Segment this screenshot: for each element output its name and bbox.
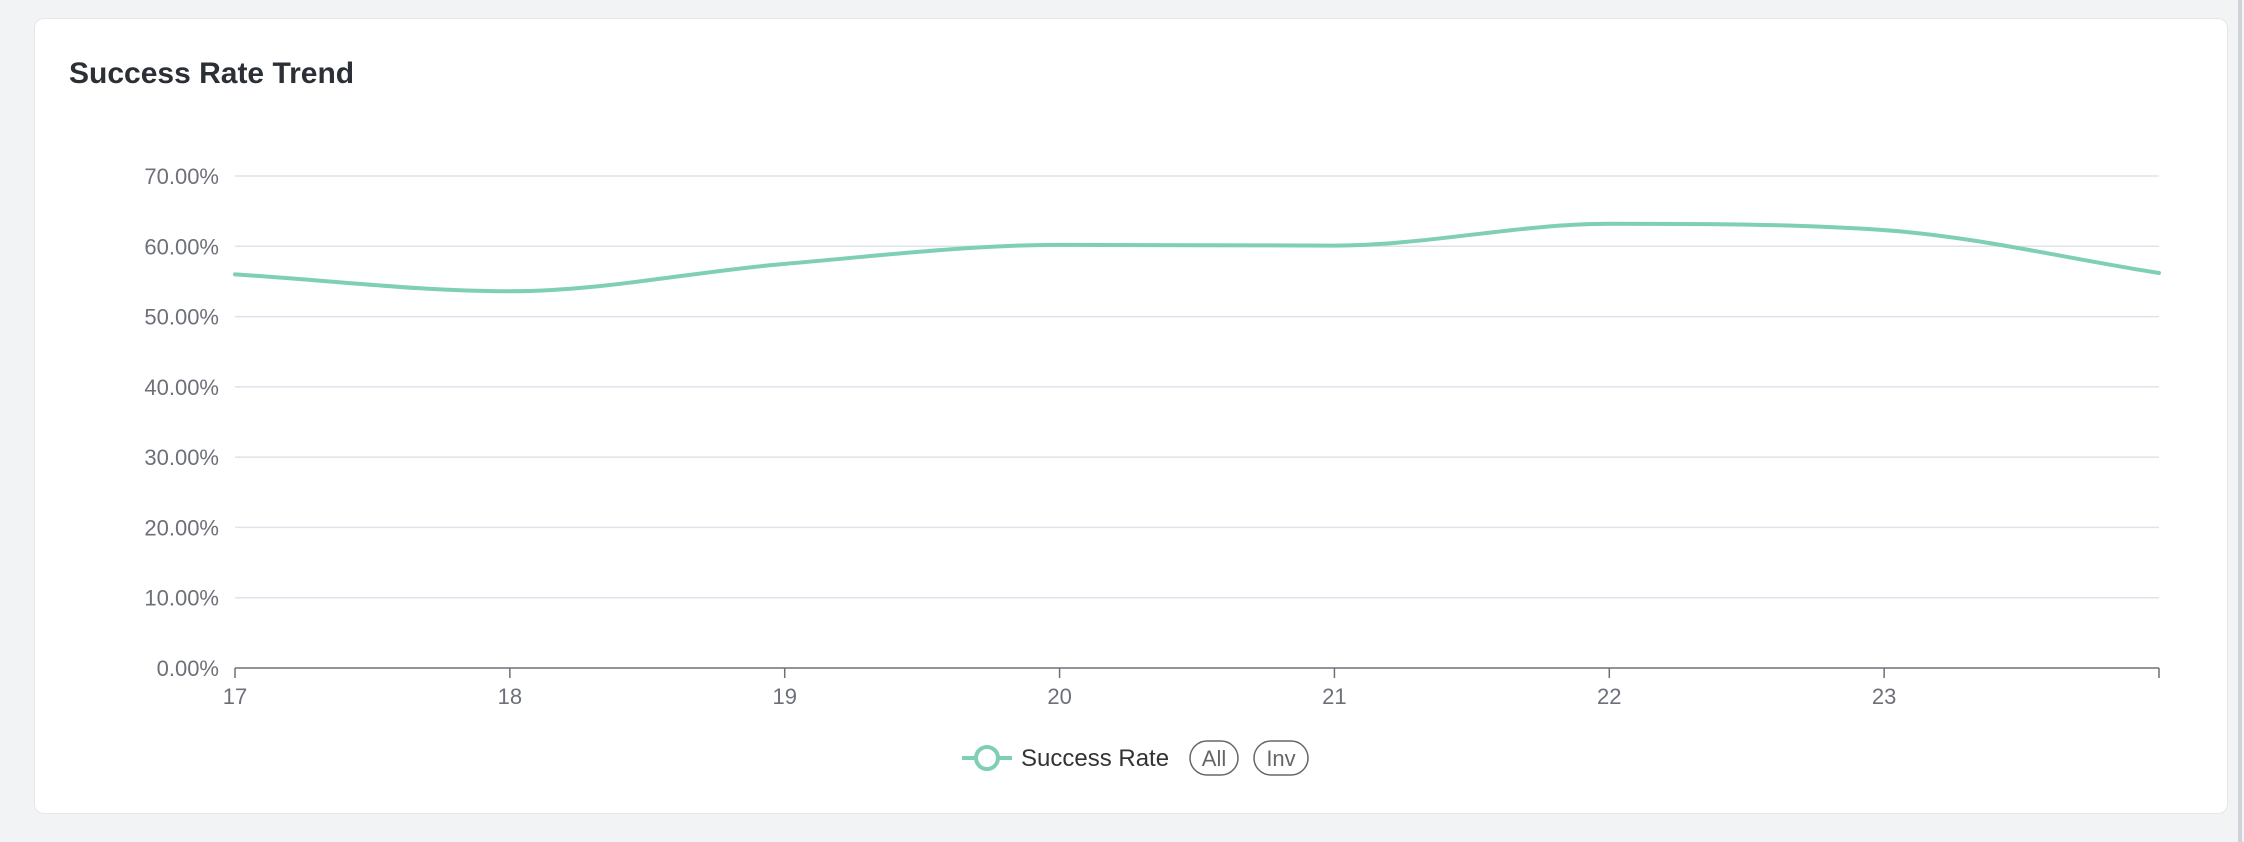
y-tick-label: 20.00% [144,515,219,540]
legend-inverse-button-label: Inv [1266,746,1295,771]
legend-select-all-button-outline [1189,740,1239,776]
legend-inverse-button-outline [1253,740,1309,776]
y-tick-label: 60.00% [144,234,219,259]
window-edge [2238,0,2242,842]
series-layer [233,221,2161,294]
legend-inverse-button[interactable]: Inv [1253,740,1309,776]
series-line-success-rate [233,221,2161,294]
chart-card: Success Rate Trend [34,18,2228,814]
x-tick-label: 17 [223,684,247,709]
legend-circle-icon [974,745,1000,771]
legend-item-success-rate[interactable]: Success Rate [962,745,1169,772]
y-axis-labels: 0.00% 10.00% 20.00% 30.00% 40.00% 50.00% 60.00… [144,164,219,681]
legend-label: Success Rate [1021,745,1169,772]
y-tick-label: 30.00% [144,445,219,470]
grid-lines [235,175,2159,599]
y-tick-label: 10.00% [144,586,219,611]
card-title: Success Rate Trend [69,57,355,90]
x-tick-label: 19 [772,684,796,709]
y-tick-label: 0.00% [157,656,219,681]
y-tick-label: 70.00% [144,164,219,189]
x-tick-label: 21 [1322,684,1346,709]
x-axis: 17 18 19 20 21 22 23 [223,667,2160,709]
y-tick-label: 50.00% [144,305,219,330]
legend: Success Rate All Inv [962,740,1309,776]
y-tick-label: 40.00% [144,375,219,400]
x-tick-label: 22 [1597,684,1621,709]
x-tick-label: 20 [1047,684,1071,709]
x-tick-label: 18 [498,684,522,709]
legend-select-all-button-label: All [1202,746,1226,771]
legend-select-all-button[interactable]: All [1189,740,1239,776]
x-tick-label: 23 [1872,684,1896,709]
